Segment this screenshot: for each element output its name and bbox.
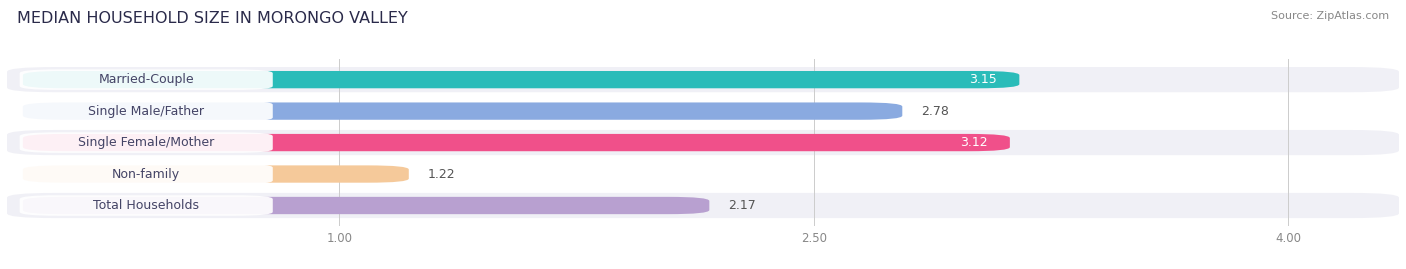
Text: Non-family: Non-family xyxy=(112,168,180,180)
FancyBboxPatch shape xyxy=(20,164,273,184)
Text: MEDIAN HOUSEHOLD SIZE IN MORONGO VALLEY: MEDIAN HOUSEHOLD SIZE IN MORONGO VALLEY xyxy=(17,11,408,26)
FancyBboxPatch shape xyxy=(7,193,1399,218)
Text: 3.12: 3.12 xyxy=(960,136,988,149)
Text: 1.22: 1.22 xyxy=(427,168,456,180)
FancyBboxPatch shape xyxy=(20,132,273,153)
FancyBboxPatch shape xyxy=(7,98,1399,124)
FancyBboxPatch shape xyxy=(22,165,409,183)
Text: 2.78: 2.78 xyxy=(921,105,949,118)
Text: Total Households: Total Households xyxy=(93,199,200,212)
Text: Married-Couple: Married-Couple xyxy=(98,73,194,86)
FancyBboxPatch shape xyxy=(22,197,710,214)
Text: 3.15: 3.15 xyxy=(970,73,997,86)
Text: Source: ZipAtlas.com: Source: ZipAtlas.com xyxy=(1271,11,1389,21)
FancyBboxPatch shape xyxy=(20,69,273,90)
Text: Single Male/Father: Single Male/Father xyxy=(89,105,204,118)
FancyBboxPatch shape xyxy=(20,101,273,121)
FancyBboxPatch shape xyxy=(22,134,1010,151)
FancyBboxPatch shape xyxy=(22,102,903,120)
FancyBboxPatch shape xyxy=(7,130,1399,155)
FancyBboxPatch shape xyxy=(7,161,1399,187)
FancyBboxPatch shape xyxy=(20,195,273,216)
Text: 2.17: 2.17 xyxy=(728,199,756,212)
FancyBboxPatch shape xyxy=(22,71,1019,88)
FancyBboxPatch shape xyxy=(7,67,1399,92)
Text: Single Female/Mother: Single Female/Mother xyxy=(79,136,214,149)
